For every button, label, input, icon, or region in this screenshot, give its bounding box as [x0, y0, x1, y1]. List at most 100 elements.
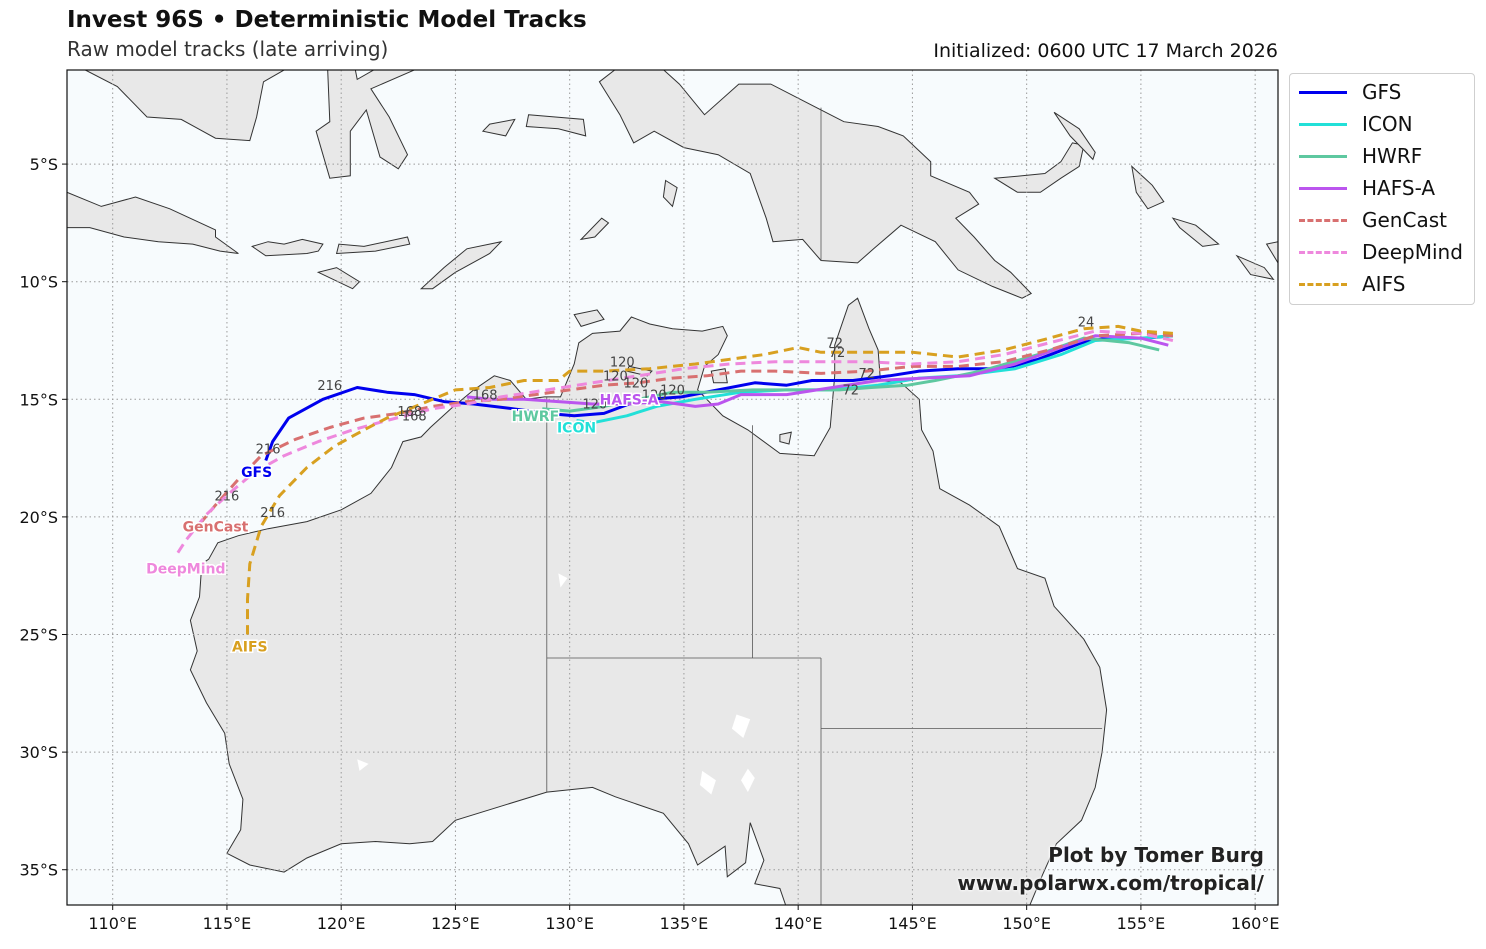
lon-tick-label-4: 130°E: [545, 914, 594, 933]
land-buru: [481, 118, 516, 137]
legend-swatch-hafs-a: [1299, 187, 1347, 190]
track-gfs[interactable]: [264, 334, 1174, 462]
legend-item-deepmind[interactable]: DeepMind: [1296, 238, 1472, 266]
lon-tick-label-10: 160°E: [1231, 914, 1280, 933]
legend-swatch-deepmind: [1299, 251, 1347, 254]
legend: GFS ICON HWRF HAFS-A GenCast DeepMind AI…: [1289, 73, 1475, 305]
lat-tick-label-0: 5°S: [30, 155, 58, 174]
track-hafs-a[interactable]: [466, 334, 1169, 408]
tau-label-gfs-0: 216: [317, 379, 342, 394]
tau-label-gencast-1: 120: [624, 377, 649, 392]
tau-label-deepmind-3: 216: [215, 489, 240, 504]
lake-2: [741, 768, 755, 793]
land-groote-eylandt: [710, 368, 728, 384]
track-name-label-hafs-a: HAFS-A: [600, 392, 659, 408]
tau-label-deepmind-1: 120: [603, 369, 628, 384]
lon-tick-label-7: 145°E: [888, 914, 937, 933]
lon-tick-label-9: 155°E: [1117, 914, 1166, 933]
land-mornington: [779, 431, 792, 445]
track-aifs[interactable]: [246, 324, 1174, 635]
legend-label-hafs-a: HAFS-A: [1362, 176, 1436, 200]
legend-item-aifs[interactable]: AIFS: [1296, 270, 1472, 298]
land-solomon-3: [1265, 241, 1278, 264]
tau-label-aifs-3: 24: [1078, 315, 1095, 330]
land-sulawesi: [315, 70, 416, 179]
land-seram: [525, 114, 587, 137]
tau-label-hwrf-1: 72: [842, 384, 859, 399]
land-lombok-sumbawa: [250, 238, 324, 257]
legend-label-aifs: AIFS: [1362, 272, 1406, 296]
legend-swatch-aifs: [1299, 283, 1347, 286]
chart-title: Invest 96S • Deterministic Model Tracks: [67, 7, 587, 33]
land-bougainville: [1131, 165, 1165, 210]
land-tanimbar: [579, 217, 610, 241]
legend-swatch-hwrf: [1299, 155, 1347, 158]
lat-tick-label-1: 10°S: [19, 273, 58, 292]
land-timor: [419, 240, 503, 290]
track-name-label-hwrf: HWRF: [512, 409, 560, 425]
legend-item-gencast[interactable]: GenCast: [1296, 206, 1472, 234]
track-name-label-deepmind: DeepMind: [146, 562, 225, 578]
lake-4: [357, 759, 369, 771]
tau-label-gencast-2: 168: [402, 409, 427, 424]
chart-subtitle: Raw model tracks (late arriving): [67, 37, 389, 61]
lon-tick-label-1: 115°E: [203, 914, 252, 933]
legend-item-icon[interactable]: ICON: [1296, 110, 1472, 138]
lat-tick-label-5: 30°S: [19, 743, 58, 762]
legend-label-gfs: GFS: [1362, 80, 1402, 104]
legend-label-hwrf: HWRF: [1362, 144, 1423, 168]
tau-label-aifs-1: 72: [826, 337, 843, 352]
tau-label-deepmind-0: 72: [829, 346, 846, 361]
lon-tick-label-3: 125°E: [431, 914, 480, 933]
tau-label-icon-0: 120: [582, 398, 607, 413]
tau-label-aifs-2: 216: [260, 506, 285, 521]
lake-0: [731, 714, 751, 738]
legend-item-hwrf[interactable]: HWRF: [1296, 142, 1472, 170]
land-new-guinea: [598, 70, 1033, 299]
land-new-britain: [993, 142, 1085, 193]
land-borneo: [84, 70, 285, 142]
lake-1: [699, 770, 716, 795]
lon-tick-label-6: 140°E: [774, 914, 823, 933]
credit-url[interactable]: www.polarwx.com/tropical/: [957, 871, 1264, 895]
track-gencast[interactable]: [200, 331, 1174, 523]
lat-tick-label-6: 35°S: [19, 861, 58, 880]
land-java: [67, 191, 239, 254]
lat-tick-label-4: 25°S: [19, 626, 58, 645]
lake-3: [558, 573, 568, 588]
tau-label-hwrf-0: 120: [660, 384, 685, 399]
land-tiwi-islands: [573, 309, 605, 327]
tau-label-deepmind-2: 168: [397, 405, 422, 420]
land-australia: [189, 297, 1108, 905]
legend-item-gfs[interactable]: GFS: [1296, 78, 1472, 106]
tau-label-hafs-a-1: 168: [473, 388, 498, 403]
lon-tick-label-0: 110°E: [88, 914, 137, 933]
lon-tick-label-2: 120°E: [317, 914, 366, 933]
map-frame: [66, 69, 1279, 906]
tau-label-gfs-1: 216: [256, 442, 281, 457]
lon-tick-label-8: 150°E: [1002, 914, 1051, 933]
track-name-label-gfs: GFS: [241, 465, 272, 481]
tau-label-gencast-0: 72: [858, 367, 875, 382]
lat-tick-label-2: 15°S: [19, 390, 58, 409]
legend-item-hafs-a[interactable]: HAFS-A: [1296, 174, 1472, 202]
lat-tick-label-3: 20°S: [19, 508, 58, 527]
legend-label-deepmind: DeepMind: [1362, 240, 1463, 264]
legend-label-icon: ICON: [1362, 112, 1413, 136]
legend-swatch-gfs: [1299, 91, 1347, 94]
tau-label-aifs-0: 120: [610, 355, 635, 370]
initialized-time: Initialized: 0600 UTC 17 March 2026: [933, 40, 1278, 62]
land-flores: [335, 236, 411, 255]
track-name-label-aifs: AIFS: [232, 639, 268, 655]
lon-tick-label-5: 135°E: [660, 914, 709, 933]
land-new-ireland: [1053, 111, 1096, 161]
legend-swatch-gencast: [1299, 219, 1347, 222]
land-layer: [67, 70, 1278, 905]
track-name-label-icon: ICON: [557, 421, 596, 437]
tau-label-hafs-a-0: 120: [642, 388, 667, 403]
legend-label-gencast: GenCast: [1362, 208, 1447, 232]
land-aru: [662, 179, 678, 208]
tracks-layer: [175, 324, 1174, 635]
